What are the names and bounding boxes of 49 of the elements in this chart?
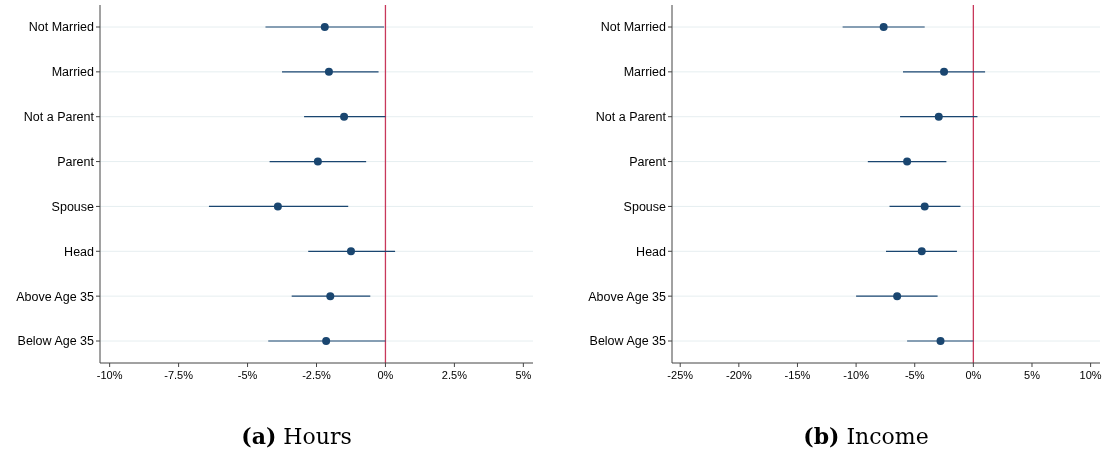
y-tick-label: Parent [57, 154, 95, 169]
point [934, 112, 943, 121]
y-tick-label: Below Age 35 [17, 334, 95, 349]
y-tick-label: Married [623, 65, 667, 80]
x-tick-label: 5% [515, 369, 532, 381]
point [920, 202, 929, 211]
y-tick-label: Above Age 35 [16, 289, 95, 304]
y-tick-label: Above Age 35 [588, 289, 667, 304]
point [917, 247, 926, 256]
text: (a) Hours [241, 423, 352, 449]
y-tick-label: Not Married [28, 20, 95, 35]
x-tick-label: -15% [784, 369, 811, 381]
x-tick-label: 0% [965, 369, 982, 381]
y-tick-label: Not Married [600, 20, 667, 35]
point [940, 67, 949, 76]
x-tick-label: 2.5% [441, 369, 468, 381]
y-tick-label: Parent [629, 154, 667, 169]
point [313, 157, 322, 166]
point [324, 67, 333, 76]
y-tick-label: Spouse [623, 199, 667, 214]
x-tick-label: -7.5% [164, 369, 194, 381]
point [893, 292, 902, 301]
x-tick-label: -10% [96, 369, 123, 381]
x-tick-label: -25% [667, 369, 694, 381]
y-tick-label: Not a Parent [23, 110, 95, 125]
point [322, 337, 331, 345]
point [346, 247, 355, 256]
y-tick-label: Not a Parent [595, 110, 667, 125]
x-tick-label: -10% [843, 369, 870, 381]
text: (b) Income [803, 423, 929, 449]
y-tick-label: Spouse [51, 199, 95, 214]
y-tick-label: Below Age 35 [589, 334, 667, 349]
x-tick-label: -5% [237, 369, 258, 381]
x-tick-label: -5% [904, 369, 925, 381]
x-tick-label: -20% [725, 369, 752, 381]
x-tick-label: 0% [377, 369, 394, 381]
point [903, 157, 912, 166]
point [326, 292, 335, 301]
point [273, 202, 282, 211]
point [879, 23, 888, 31]
x-tick-label: 5% [1024, 369, 1041, 381]
y-tick-label: Married [51, 65, 95, 80]
y-tick-label: Head [64, 244, 95, 259]
x-tick-label: 10% [1079, 369, 1102, 381]
point [320, 23, 329, 31]
point [340, 112, 349, 121]
point [936, 337, 945, 345]
y-tick-label: Head [636, 244, 667, 259]
x-tick-label: -2.5% [302, 369, 332, 381]
